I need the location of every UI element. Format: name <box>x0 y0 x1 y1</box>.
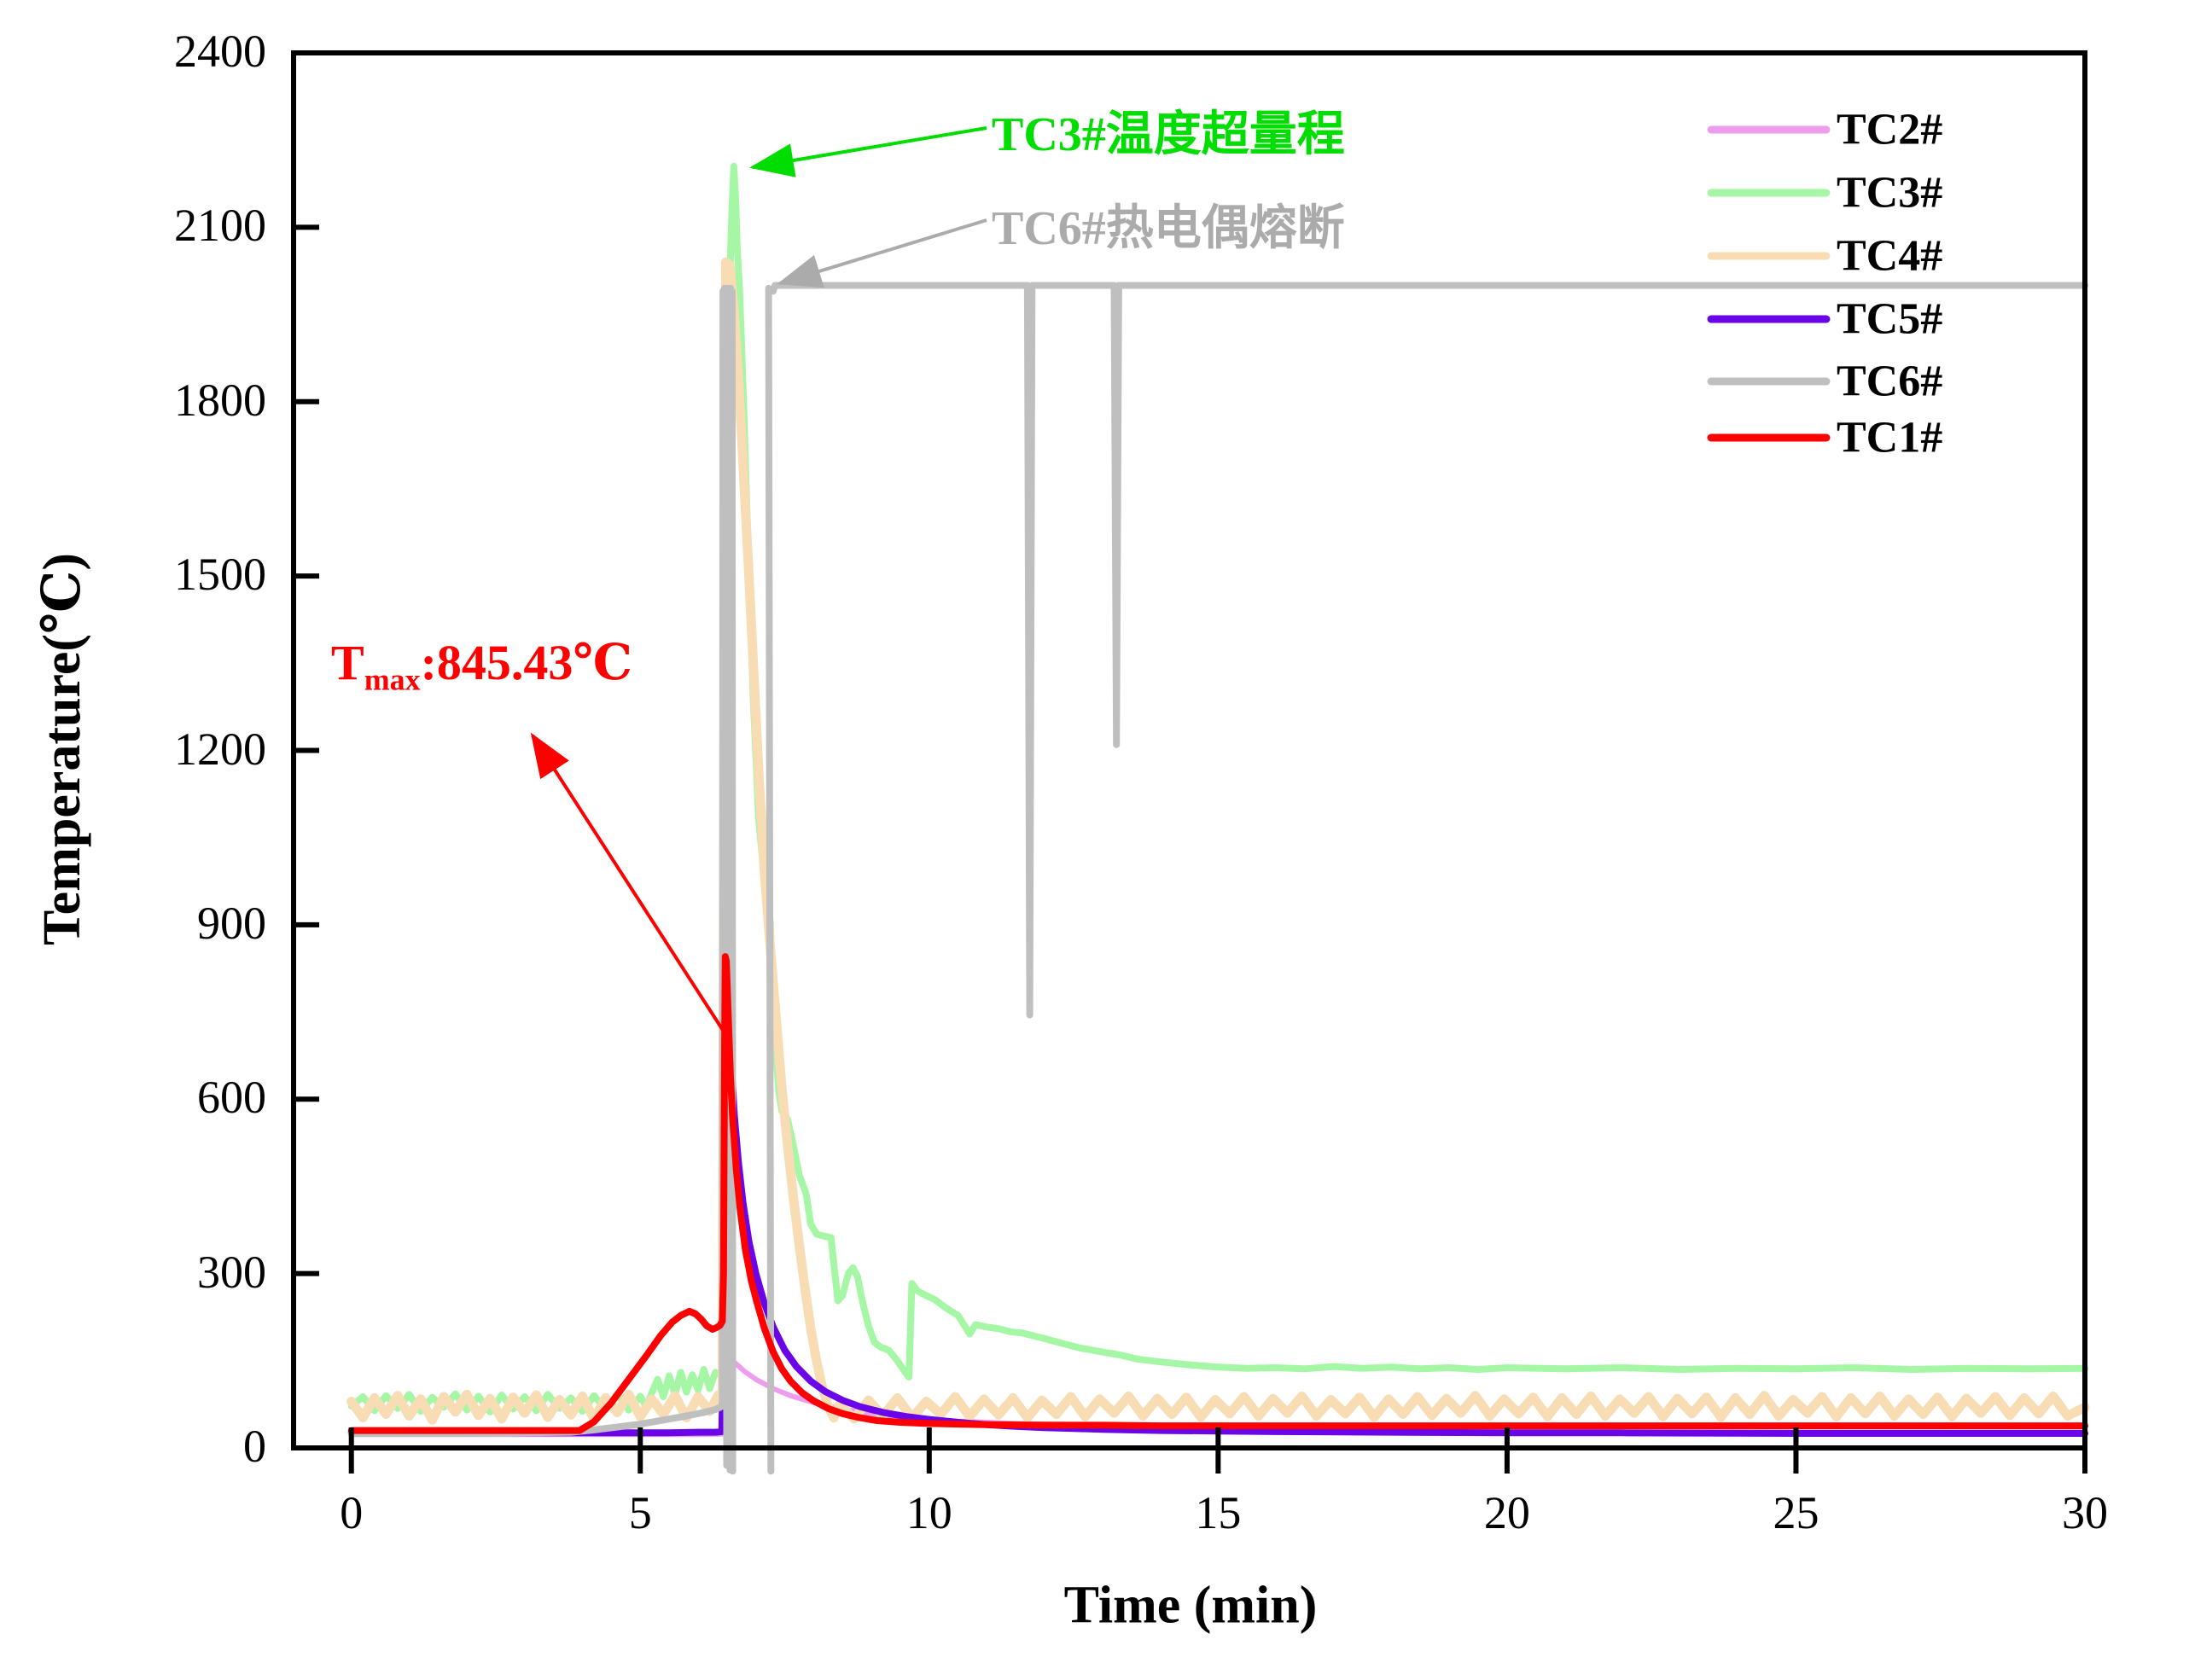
x-tick-label-10: 10 <box>905 1487 952 1538</box>
tc3-overrange-annotation: TC3#温度超量程 <box>992 108 1345 161</box>
legend-label-tc6: TC6# <box>1837 357 1943 406</box>
x-tick-label-30: 30 <box>2062 1487 2108 1538</box>
legend-label-tc4: TC4# <box>1837 231 1943 281</box>
tmax-value: :845.43℃ <box>420 635 632 690</box>
annotation-arrow-0 <box>530 732 727 1036</box>
series-tc6 <box>765 284 775 1475</box>
x-tick-label-15: 15 <box>1195 1487 1242 1538</box>
series-tc5 <box>347 965 2088 1437</box>
y-tick-label-1200: 1200 <box>174 723 266 775</box>
y-tick-label-600: 600 <box>197 1072 266 1124</box>
series-tc6 <box>770 282 2088 1019</box>
tmax-prefix: T <box>331 635 364 690</box>
x-axis-title: Time (min) <box>1063 1576 1318 1635</box>
y-tick-label-1500: 1500 <box>174 549 266 601</box>
y-tick-label-1800: 1800 <box>174 374 266 426</box>
plot-frame <box>291 50 2087 1450</box>
x-tick-label-0: 0 <box>340 1487 364 1538</box>
legend-label-tc5: TC5# <box>1837 294 1943 344</box>
legend-label-tc2: TC2# <box>1837 105 1943 154</box>
legend-label-tc1: TC1# <box>1837 413 1943 462</box>
y-tick-label-300: 300 <box>197 1246 266 1298</box>
y-tick-label-900: 900 <box>197 897 266 949</box>
y-tick-label-2100: 2100 <box>174 200 266 252</box>
x-tick-label-25: 25 <box>1773 1487 1819 1538</box>
x-tick-label-5: 5 <box>628 1487 652 1538</box>
y-tick-label-0: 0 <box>243 1421 266 1472</box>
series-tc3 <box>347 162 2088 1416</box>
tmax-subscript: max <box>364 662 421 697</box>
legend-label-tc3: TC3# <box>1837 168 1943 218</box>
tc6-melt-annotation: TC6#热电偶熔断 <box>992 202 1345 255</box>
y-tick-label-2400: 2400 <box>174 26 266 77</box>
tmax-annotation: Tmax:845.43℃ <box>331 633 632 698</box>
series-tc6 <box>347 284 737 1475</box>
x-tick-label-20: 20 <box>1483 1487 1530 1538</box>
series-tc1 <box>347 953 2088 1434</box>
annotation-arrow-1 <box>749 126 987 177</box>
series-tc4 <box>346 257 2090 1425</box>
annotation-arrow-2 <box>777 218 987 288</box>
